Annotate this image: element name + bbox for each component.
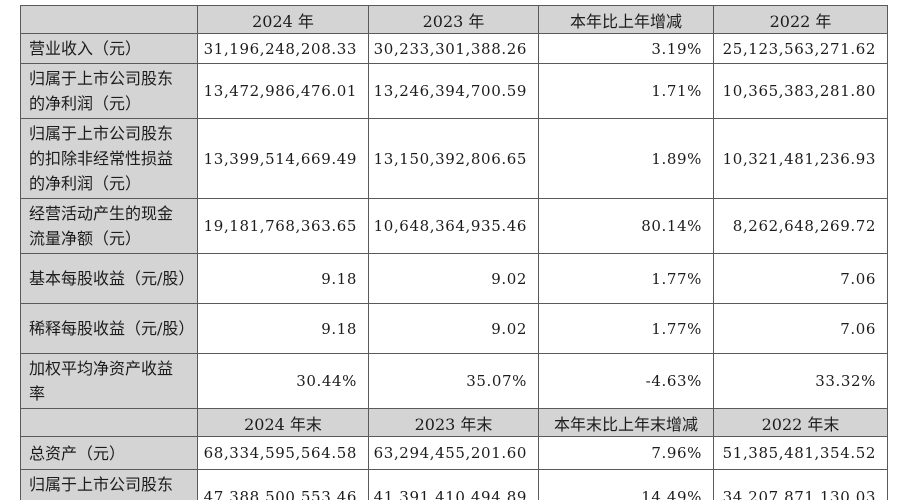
cell-2024: 13,472,986,476.01 <box>197 63 369 119</box>
row-label: 加权平均净资产收益率 <box>20 353 198 409</box>
header-yoy-end-change: 本年末比上年末增减 <box>538 408 714 437</box>
cell-2024: 9.18 <box>197 253 369 304</box>
row-net-profit-deducted: 归属于上市公司股东的扣除非经常性损益的净利润（元） 13,399,514,669… <box>20 118 888 199</box>
header-2022-end: 2022 年末 <box>713 408 888 437</box>
corner-blank-cell <box>20 5 198 34</box>
cell-2023: 13,246,394,700.59 <box>368 63 539 119</box>
header-2023: 2023 年 <box>368 5 539 34</box>
row-total-assets: 总资产（元） 68,334,595,564.58 63,294,455,201.… <box>20 436 888 470</box>
cell-yoy: 3.19% <box>538 33 714 64</box>
cell-yoy: 80.14% <box>538 198 714 254</box>
row-basic-eps: 基本每股收益（元/股） 9.18 9.02 1.77% 7.06 <box>20 253 888 304</box>
cell-2024: 19,181,768,363.65 <box>197 198 369 254</box>
cell-2023: 9.02 <box>368 253 539 304</box>
cell-2024-end: 68,334,595,564.58 <box>197 436 369 470</box>
row-diluted-eps: 稀释每股收益（元/股） 9.18 9.02 1.77% 7.06 <box>20 303 888 354</box>
period-header-row: 2024 年 2023 年 本年比上年增减 2022 年 <box>20 5 888 34</box>
cell-2023: 13,150,392,806.65 <box>368 118 539 199</box>
header-2024-end: 2024 年末 <box>197 408 369 437</box>
row-revenue: 营业收入（元） 31,196,248,208.33 30,233,301,388… <box>20 33 888 64</box>
header-yoy-change: 本年比上年增减 <box>538 5 714 34</box>
row-net-assets: 归属于上市公司股东的净资产（元） 47,388,500,553.46 41,39… <box>20 469 888 500</box>
cell-2022: 10,365,383,281.80 <box>713 63 888 119</box>
cell-2022-end: 51,385,481,354.52 <box>713 436 888 470</box>
cell-2023: 35.07% <box>368 353 539 409</box>
cell-2024: 30.44% <box>197 353 369 409</box>
cell-2022: 7.06 <box>713 253 888 304</box>
row-label: 归属于上市公司股东的净利润（元） <box>20 63 198 119</box>
cell-2023: 9.02 <box>368 303 539 354</box>
corner-blank-cell <box>20 408 198 437</box>
cell-yoy: 1.77% <box>538 253 714 304</box>
cell-2024: 9.18 <box>197 303 369 354</box>
cell-yoy: 1.77% <box>538 303 714 354</box>
cell-2022-end: 34,207,871,130.03 <box>713 469 888 500</box>
cell-2023-end: 63,294,455,201.60 <box>368 436 539 470</box>
row-label: 归属于上市公司股东的扣除非经常性损益的净利润（元） <box>20 118 198 199</box>
cell-2023: 10,648,364,935.46 <box>368 198 539 254</box>
cell-2022: 33.32% <box>713 353 888 409</box>
row-label: 营业收入（元） <box>20 33 198 64</box>
cell-2024-end: 47,388,500,553.46 <box>197 469 369 500</box>
cell-yoy: -4.63% <box>538 353 714 409</box>
cell-2022: 25,123,563,271.62 <box>713 33 888 64</box>
yearend-header-row: 2024 年末 2023 年末 本年末比上年末增减 2022 年末 <box>20 408 888 437</box>
cell-2022: 7.06 <box>713 303 888 354</box>
row-weighted-roe: 加权平均净资产收益率 30.44% 35.07% -4.63% 33.32% <box>20 353 888 409</box>
header-2024: 2024 年 <box>197 5 369 34</box>
header-2022: 2022 年 <box>713 5 888 34</box>
financial-summary-table: 2024 年 2023 年 本年比上年增减 2022 年 营业收入（元） 31,… <box>20 5 888 500</box>
cell-yoy-end: 7.96% <box>538 436 714 470</box>
cell-2023: 30,233,301,388.26 <box>368 33 539 64</box>
cell-2024: 13,399,514,669.49 <box>197 118 369 199</box>
cell-yoy-end: 14.49% <box>538 469 714 500</box>
row-label: 经营活动产生的现金流量净额（元） <box>20 198 198 254</box>
cell-2022: 8,262,648,269.72 <box>713 198 888 254</box>
cell-2022: 10,321,481,236.93 <box>713 118 888 199</box>
row-net-profit: 归属于上市公司股东的净利润（元） 13,472,986,476.01 13,24… <box>20 63 888 119</box>
header-2023-end: 2023 年末 <box>368 408 539 437</box>
cell-2024: 31,196,248,208.33 <box>197 33 369 64</box>
row-operating-cash-flow: 经营活动产生的现金流量净额（元） 19,181,768,363.65 10,64… <box>20 198 888 254</box>
cell-yoy: 1.89% <box>538 118 714 199</box>
row-label: 归属于上市公司股东的净资产（元） <box>20 469 198 500</box>
row-label: 总资产（元） <box>20 436 198 470</box>
row-label: 稀释每股收益（元/股） <box>20 303 198 354</box>
row-label: 基本每股收益（元/股） <box>20 253 198 304</box>
cell-2023-end: 41,391,410,494.89 <box>368 469 539 500</box>
cell-yoy: 1.71% <box>538 63 714 119</box>
